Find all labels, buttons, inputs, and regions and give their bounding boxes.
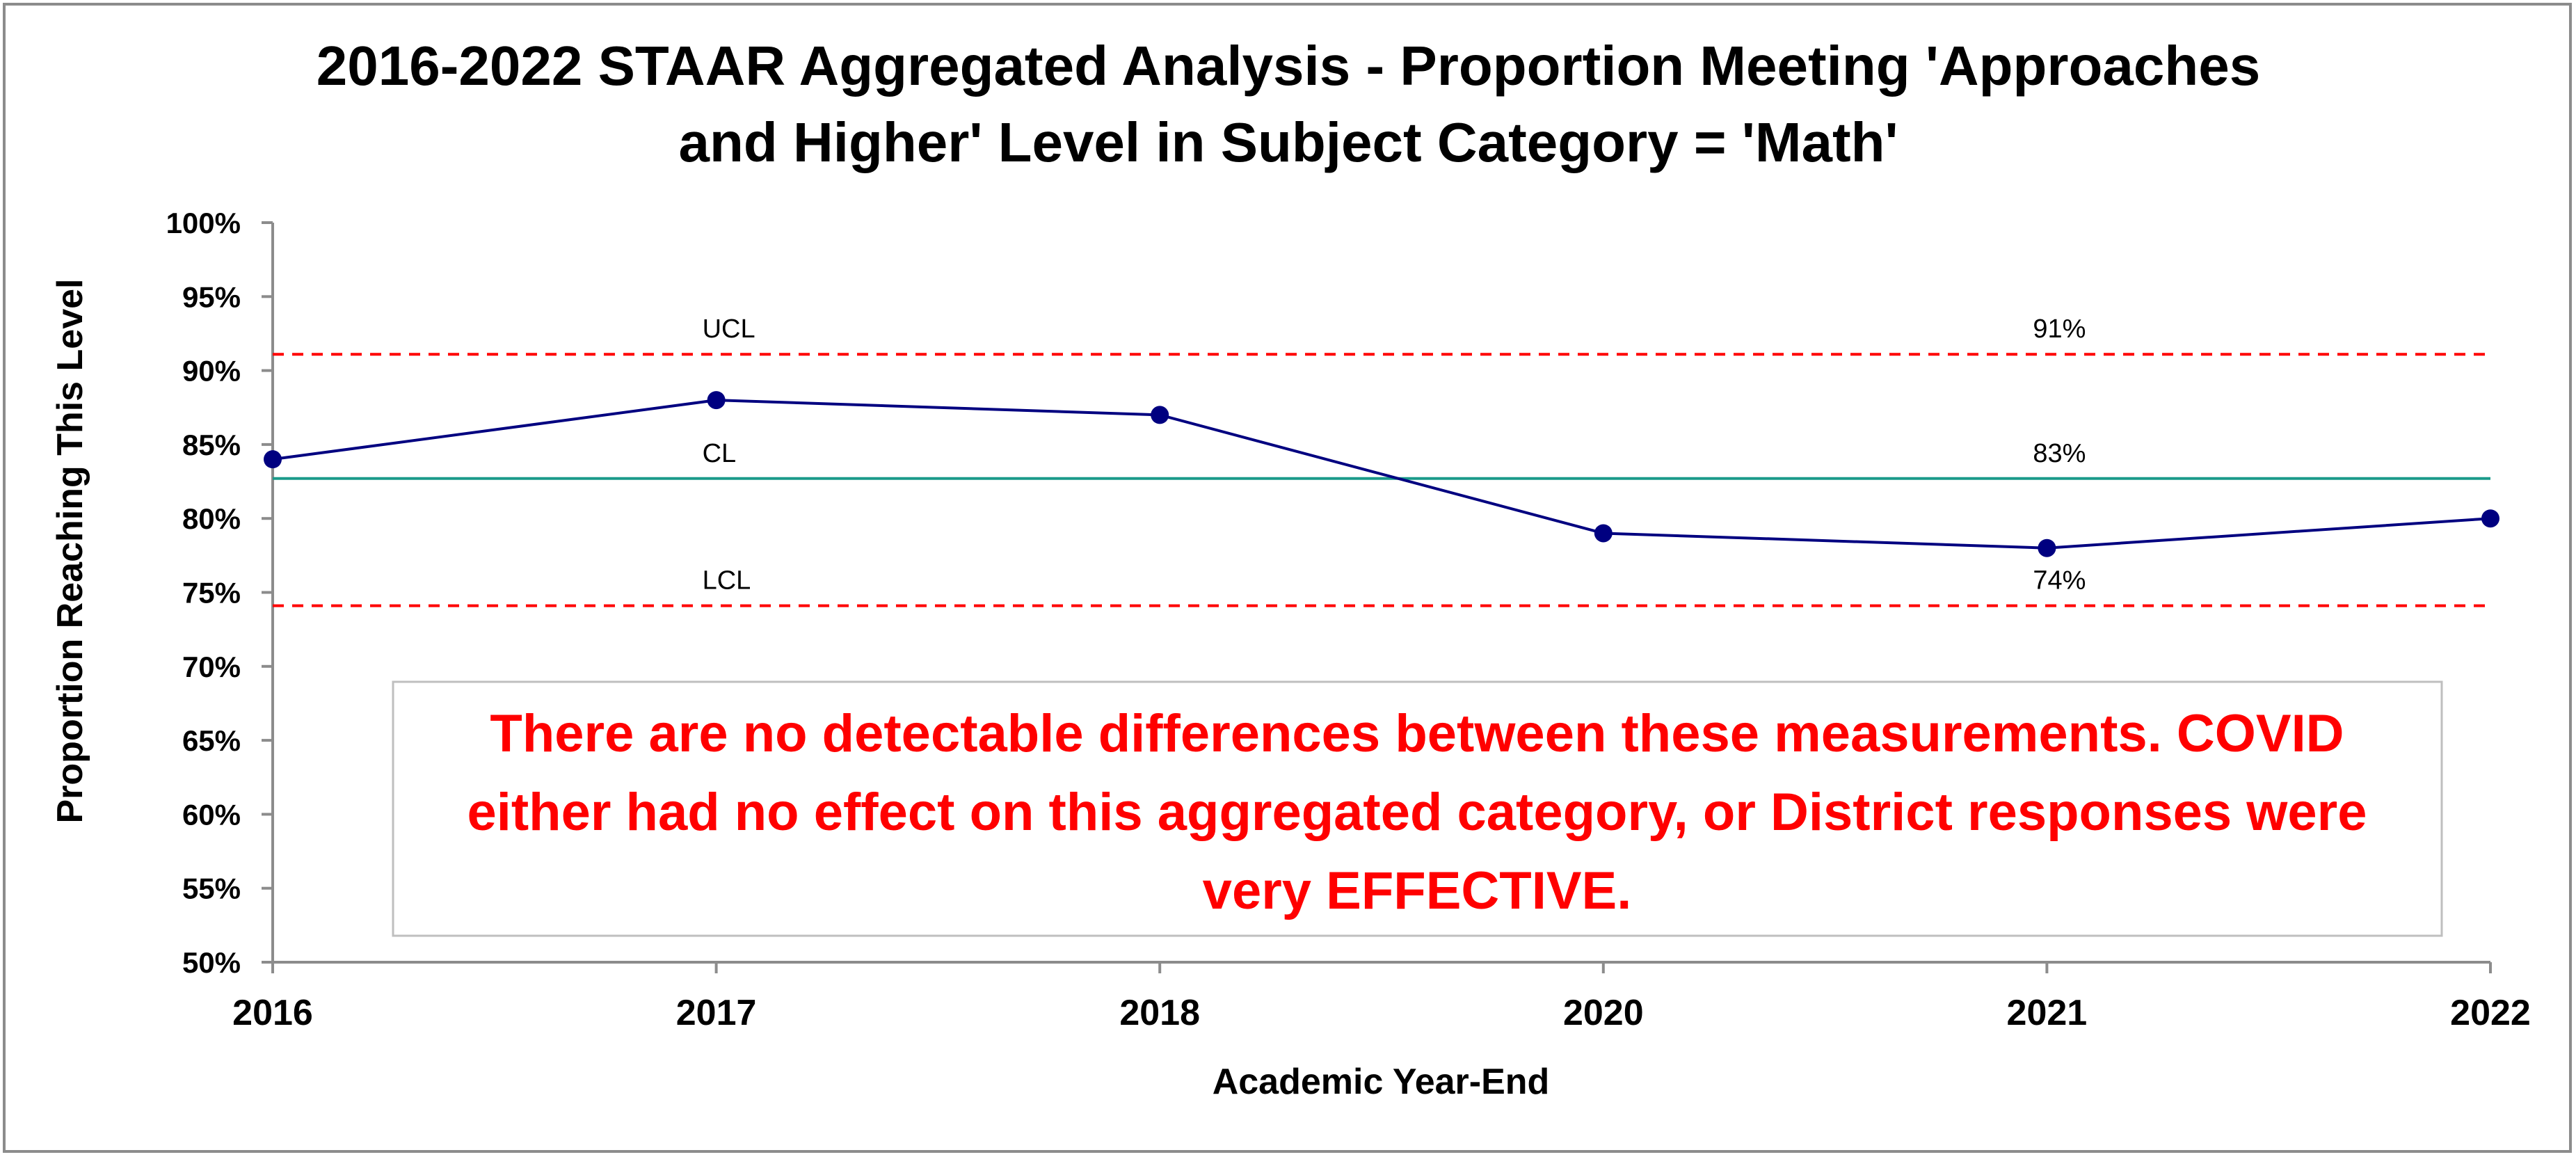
chart-title: 2016-2022 STAAR Aggregated Analysis - Pr… <box>317 35 2260 173</box>
control-lines: UCL 91% CL 83% LCL 74% <box>273 314 2490 607</box>
x-axis-label: Academic Year-End <box>1213 1062 1550 1102</box>
ucl-value-label: 91% <box>2033 314 2086 344</box>
y-tick-label: 100% <box>166 207 241 239</box>
y-tick-label: 75% <box>182 577 241 609</box>
data-point <box>264 450 282 469</box>
y-axis-label: Proportion Reaching This Level <box>50 279 90 824</box>
series-proportion <box>264 391 2499 557</box>
lcl-label: LCL <box>703 566 751 596</box>
y-tick-label: 50% <box>182 946 241 979</box>
annotation-line-2: either had no effect on this aggregated … <box>467 783 2367 842</box>
x-axis-ticks: 2016 2017 2018 2020 2021 2022 <box>232 962 2531 1033</box>
x-tick-label: 2020 <box>1563 993 1644 1033</box>
data-point <box>2038 538 2056 557</box>
annotation-border <box>392 680 2443 937</box>
y-tick-label: 65% <box>182 724 241 757</box>
y-tick-label: 80% <box>182 502 241 535</box>
data-point <box>707 391 726 410</box>
y-tick-label: 55% <box>182 872 241 905</box>
x-tick-label: 2021 <box>2007 993 2088 1033</box>
data-point <box>1594 524 1613 543</box>
axes <box>271 223 2490 964</box>
chart-title-line-1: 2016-2022 STAAR Aggregated Analysis - Pr… <box>317 35 2260 97</box>
lcl-value-label: 74% <box>2033 566 2086 596</box>
ucl-label: UCL <box>703 314 755 344</box>
annotation-line-3: very EFFECTIVE. <box>1203 861 1632 920</box>
data-point <box>2481 509 2499 528</box>
cl-value-label: 83% <box>2033 439 2086 468</box>
y-tick-label: 60% <box>182 798 241 831</box>
annotation-box: There are no detectable differences betw… <box>392 680 2443 937</box>
y-tick-label: 95% <box>182 280 241 313</box>
y-tick-label: 90% <box>182 355 241 388</box>
y-tick-label: 85% <box>182 429 241 461</box>
x-tick-label: 2018 <box>1119 993 1200 1033</box>
x-tick-label: 2022 <box>2450 993 2531 1033</box>
annotation-line-1: There are no detectable differences betw… <box>490 704 2344 763</box>
chart-title-line-2: and Higher' Level in Subject Category = … <box>679 111 1898 173</box>
y-axis-ticks: 50% 55% 60% 65% 70% 75% 80% 85% 90% 95% 100% <box>166 207 273 979</box>
x-tick-label: 2017 <box>676 993 757 1033</box>
data-point <box>1151 406 1169 424</box>
series-line <box>272 399 2491 550</box>
y-tick-label: 70% <box>182 651 241 683</box>
cl-label: CL <box>703 439 737 468</box>
x-tick-label: 2016 <box>232 993 313 1033</box>
